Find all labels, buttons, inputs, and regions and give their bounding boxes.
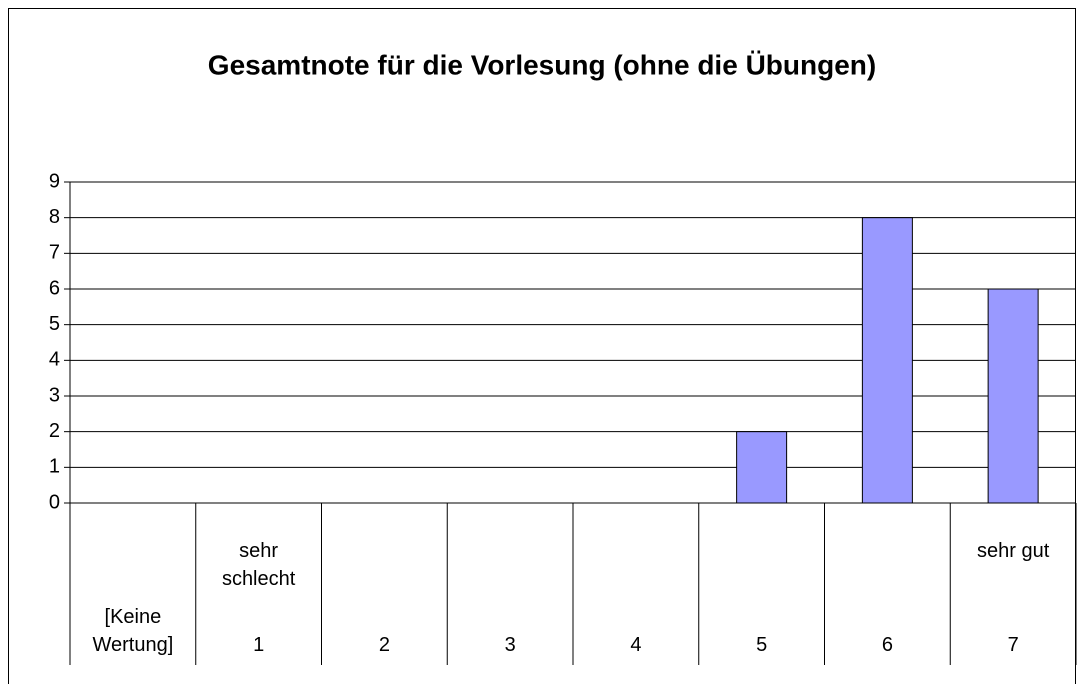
x-group-label: sehr gut [950,537,1076,565]
y-tick-label: 9 [49,170,60,192]
x-tick-label-text: 7 [1007,634,1019,656]
x-tick-label-text: 2 [378,634,390,656]
x-tick-label: 3 [447,631,573,659]
y-tick-label: 2 [49,420,60,442]
bar [987,288,1039,504]
bar [861,217,913,504]
x-tick-label: [Keine Wertung] [70,603,196,659]
x-tick-label-text: [Keine Wertung] [92,606,174,656]
y-tick-label: 0 [49,491,60,513]
y-tick-label: 3 [49,384,60,406]
x-group-label: sehr schlecht [196,537,322,593]
x-group-label-text: sehr gut [976,540,1050,562]
x-tick-label-text: 4 [630,634,642,656]
x-tick-label: 2 [322,631,448,659]
x-tick-label-text: 6 [881,634,893,656]
x-tick-label-text: 1 [253,634,265,656]
y-tick-label: 6 [49,277,60,299]
x-tick-label: 4 [573,631,699,659]
chart-frame [8,8,1076,684]
y-tick-label: 8 [49,206,60,228]
bar [736,431,788,504]
x-tick-label: 6 [825,631,951,659]
x-tick-label-text: 3 [504,634,516,656]
y-tick-label: 1 [49,456,60,478]
x-tick-label: 1 [196,631,322,659]
x-group-label-text: sehr schlecht [221,540,296,590]
x-tick-label: 7 [950,631,1076,659]
x-tick-label-text: 5 [756,634,768,656]
y-tick-label: 4 [49,349,60,371]
x-tick-label: 5 [699,631,825,659]
y-tick-label: 5 [49,313,60,335]
y-tick-label: 7 [49,242,60,264]
chart-title: Gesamtnote für die Vorlesung (ohne die Ü… [208,49,876,80]
